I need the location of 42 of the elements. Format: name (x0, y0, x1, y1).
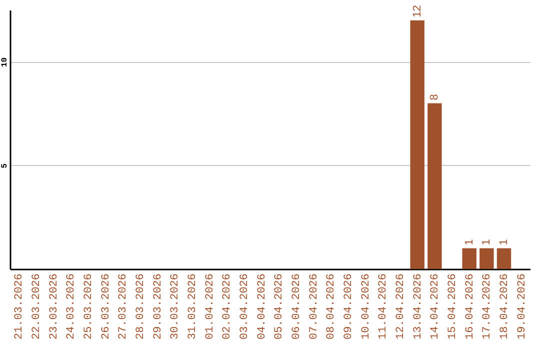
x-tick-label: 27.03.2026 (118, 274, 130, 340)
x-tick-label: 17.04.2026 (482, 274, 494, 340)
x-tick-label: 29.03.2026 (152, 274, 164, 340)
x-tick-label: 26.03.2026 (100, 274, 112, 340)
data-label: 1 (463, 239, 476, 246)
x-tick-label: 07.04.2026 (308, 274, 320, 340)
x-tick-label: 30.03.2026 (170, 274, 182, 340)
x-tick-label: 01.04.2026 (204, 274, 216, 340)
x-tick-label: 05.04.2026 (274, 274, 286, 340)
data-label: 8 (428, 94, 441, 100)
x-tick-label: 22.03.2026 (31, 274, 43, 340)
data-label: 1 (498, 239, 510, 246)
x-tick-label: 14.04.2026 (430, 274, 442, 340)
bar (496, 248, 512, 269)
bar (428, 103, 442, 269)
y-tick-label: 10 (0, 57, 10, 68)
x-tick-label: 06.04.2026 (291, 274, 303, 340)
x-tick-label: 03.04.2026 (239, 274, 251, 340)
x-tick-label: 24.03.2026 (66, 274, 78, 340)
x-tick-label: 12.04.2026 (395, 274, 407, 340)
y-tick-label: 5 (0, 163, 10, 168)
bar (480, 248, 494, 269)
x-tick-label: 11.04.2026 (378, 274, 390, 340)
x-tick-label: 31.03.2026 (187, 274, 199, 340)
x-tick-label: 23.03.2026 (48, 274, 60, 340)
x-tick-label: 21.03.2026 (14, 274, 26, 340)
x-tick-label: 28.03.2026 (135, 274, 147, 340)
x-tick-label: 10.04.2026 (360, 274, 372, 340)
data-label: 1 (480, 239, 493, 246)
bar (462, 248, 476, 269)
x-tick-label: 02.04.2026 (222, 274, 234, 340)
x-tick-label: 25.03.2026 (83, 274, 95, 340)
x-tick-label: 16.04.2026 (464, 274, 476, 340)
x-tick-label: 18.04.2026 (499, 274, 511, 340)
x-tick-label: 09.04.2026 (343, 274, 355, 340)
x-tick-label: 04.04.2026 (256, 274, 268, 340)
x-tick-label: 08.04.2026 (326, 274, 338, 340)
x-tick-label: 15.04.2026 (447, 274, 459, 340)
data-label: 12 (411, 5, 424, 18)
bar (410, 20, 424, 269)
x-tick-label: 19.04.2026 (516, 274, 528, 340)
x-tick-label: 13.04.2026 (412, 274, 424, 340)
